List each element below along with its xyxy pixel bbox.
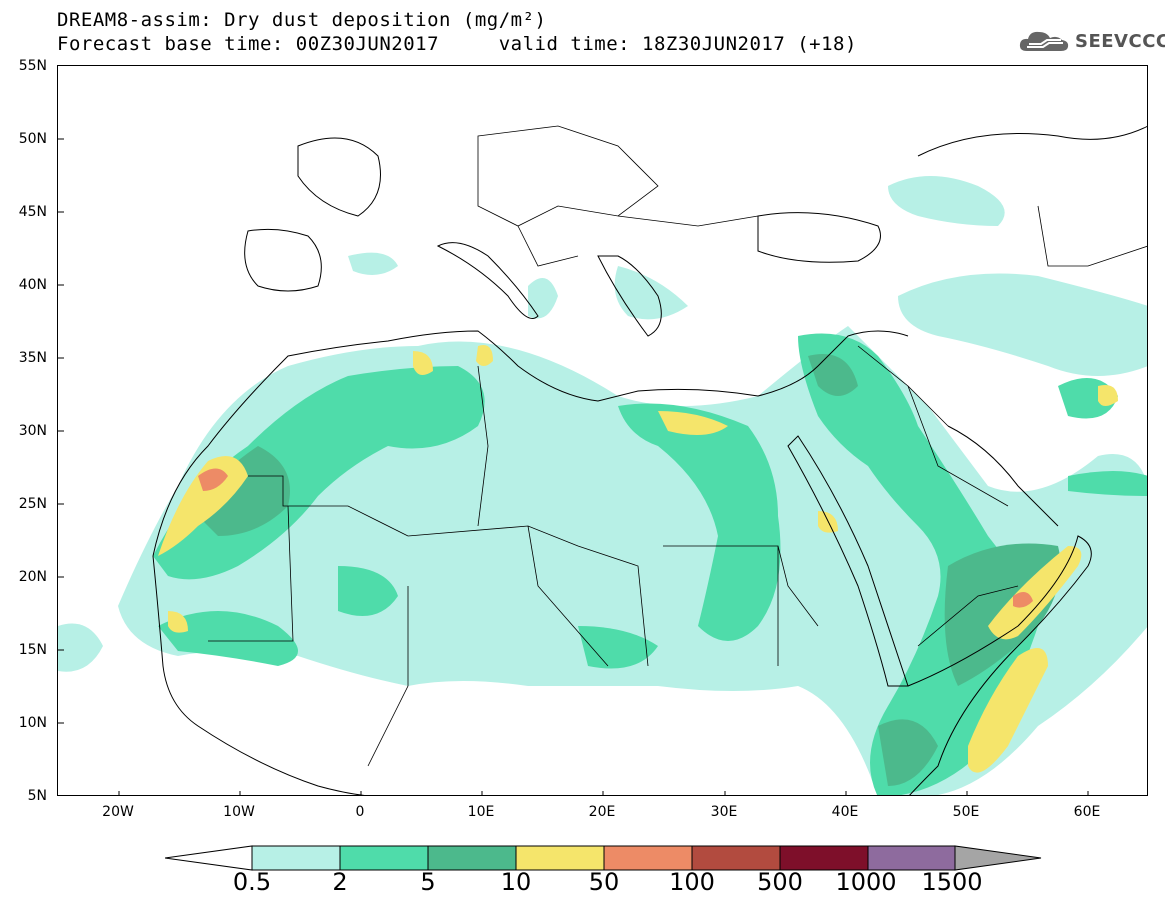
dust-map [58, 125, 1147, 795]
colorbar-high-arrow [954, 845, 1042, 871]
colorbar-label: 50 [588, 868, 620, 896]
colorbar-label: 500 [757, 868, 803, 896]
colorbar-bin-2 [339, 845, 429, 871]
colorbar-label: 1000 [835, 868, 897, 896]
lat-label-40n: 40N [18, 277, 47, 293]
colorbar-label: 5 [420, 868, 436, 896]
forecast-time-line: Forecast base time: 00Z30JUN2017 valid t… [57, 33, 857, 55]
lat-label-10n: 10N [18, 715, 47, 731]
lon-label-40e: 40E [831, 804, 859, 820]
lat-label-35n: 35N [18, 350, 47, 366]
lat-label-50n: 50N [18, 131, 47, 147]
map-title: DREAM8-assim: Dry dust deposition (mg/m²… [57, 9, 547, 31]
map-panel[interactable] [57, 65, 1148, 796]
lat-label-15n: 15N [18, 642, 47, 658]
lon-label-20w: 20W [102, 804, 134, 820]
colorbar-label: 1500 [921, 868, 983, 896]
colorbar-label: 100 [669, 868, 715, 896]
coastlines [152, 125, 1147, 795]
colorbar-bin-5 [603, 845, 693, 871]
lon-label-0: 0 [355, 804, 365, 820]
lat-label-55n: 55N [18, 58, 47, 74]
colorbar-bin-4 [515, 845, 605, 871]
frame-ticks [58, 138, 1089, 795]
colorbar-bin-1 [251, 845, 341, 871]
colorbar-label: 2 [332, 868, 348, 896]
lat-label-20n: 20N [18, 569, 47, 585]
lat-label-30n: 30N [18, 423, 47, 439]
lat-label-5n: 5N [27, 788, 47, 804]
colorbar-label: 10 [500, 868, 532, 896]
lon-label-10e: 10E [467, 804, 495, 820]
dust-contours-high [158, 345, 1118, 773]
dust-contours-peak [198, 468, 1033, 608]
colorbar-bin-3 [427, 845, 517, 871]
lon-label-60e: 60E [1073, 804, 1101, 820]
colorbar-bin-7 [779, 845, 869, 871]
lat-label-25n: 25N [18, 496, 47, 512]
colorbar-bin-8 [867, 845, 956, 871]
seevccc-logo: SEEVCCC [1017, 27, 1165, 55]
lon-label-30e: 30E [710, 804, 738, 820]
lat-label-45n: 45N [18, 204, 47, 220]
cloud-icon [1019, 31, 1069, 51]
colorbar-low-arrow [165, 845, 253, 871]
lon-label-10w: 10W [223, 804, 255, 820]
logo-text: SEEVCCC [1075, 30, 1165, 52]
country-borders [208, 125, 1147, 767]
colorbar-label: 0.5 [232, 868, 272, 896]
colorbar-bin-6 [691, 845, 781, 871]
lon-label-20e: 20E [588, 804, 616, 820]
colorbar [165, 845, 1042, 871]
lon-label-50e: 50E [952, 804, 980, 820]
